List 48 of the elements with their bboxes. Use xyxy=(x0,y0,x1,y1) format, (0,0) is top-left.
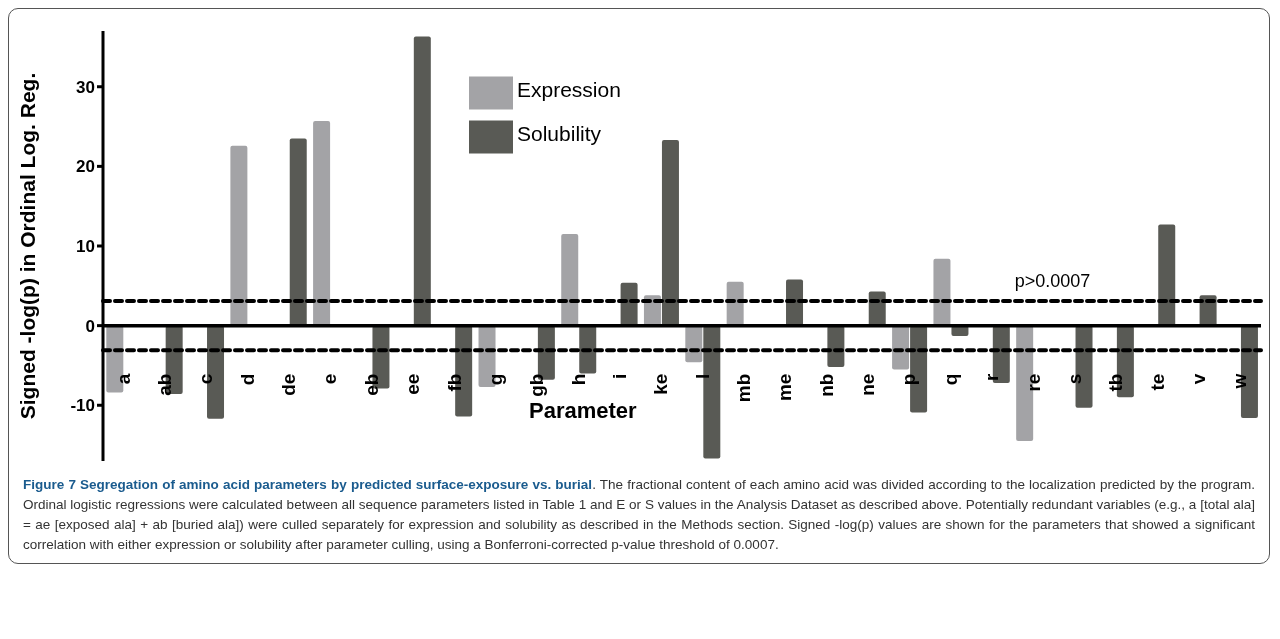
x-tick-label: te xyxy=(1146,373,1168,391)
y-tick-label: 30 xyxy=(76,77,95,97)
x-tick-label: c xyxy=(195,373,217,385)
bar xyxy=(579,325,597,374)
bar xyxy=(413,36,431,326)
x-axis-title: Parameter xyxy=(529,397,637,424)
y-axis-title: Signed -log(p) in Ordinal Log. Reg. xyxy=(16,72,40,420)
x-tick-label: me xyxy=(774,373,796,402)
x-tick-label: tb xyxy=(1105,373,1127,392)
x-tick-label: de xyxy=(278,373,300,396)
y-tick-label: 20 xyxy=(76,157,95,177)
bar xyxy=(561,234,579,326)
x-tick-label: w xyxy=(1229,373,1251,390)
x-tick-label: fb xyxy=(443,373,465,392)
bar xyxy=(1158,224,1176,326)
y-tick-label: 0 xyxy=(85,316,95,336)
x-tick-label: mb xyxy=(733,373,755,403)
caption: Figure 7 Segregation of amino acid parameters by predicted surface-exposure vs. burial xyxy=(23,477,593,492)
x-tick-label: p xyxy=(898,373,920,386)
x-tick-label: a xyxy=(112,373,134,385)
x-tick-label: ab xyxy=(154,373,176,396)
bar xyxy=(313,120,331,326)
ref-line-label: p>0.0007 xyxy=(1014,270,1091,291)
x-tick-label: i xyxy=(608,373,630,379)
x-tick-label: v xyxy=(1187,373,1209,385)
x-tick-label: e xyxy=(319,373,341,385)
x-tick-label: l xyxy=(691,373,713,379)
x-tick-label: r xyxy=(981,373,1003,382)
bar xyxy=(230,145,248,326)
y-tick-label: 10 xyxy=(76,237,95,257)
x-tick-label: ee xyxy=(402,373,424,395)
x-tick-label: s xyxy=(1063,373,1085,385)
x-tick-label: ke xyxy=(650,373,672,395)
x-tick-label: ne xyxy=(857,373,879,396)
x-tick-label: g xyxy=(484,373,506,386)
x-tick-label: nb xyxy=(815,373,837,397)
legend-label: Solubility xyxy=(517,122,602,146)
bar xyxy=(661,140,679,326)
x-tick-label: h xyxy=(567,373,589,386)
bar xyxy=(289,138,307,326)
x-tick-label: re xyxy=(1022,373,1044,392)
bar xyxy=(933,258,951,326)
y-tick-label: -10 xyxy=(70,396,95,416)
x-tick-label: d xyxy=(236,373,258,386)
x-tick-label: q xyxy=(939,373,961,386)
x-tick-label: gb xyxy=(526,373,548,397)
legend-label: Expression xyxy=(517,78,621,102)
x-tick-label: eb xyxy=(360,373,382,396)
